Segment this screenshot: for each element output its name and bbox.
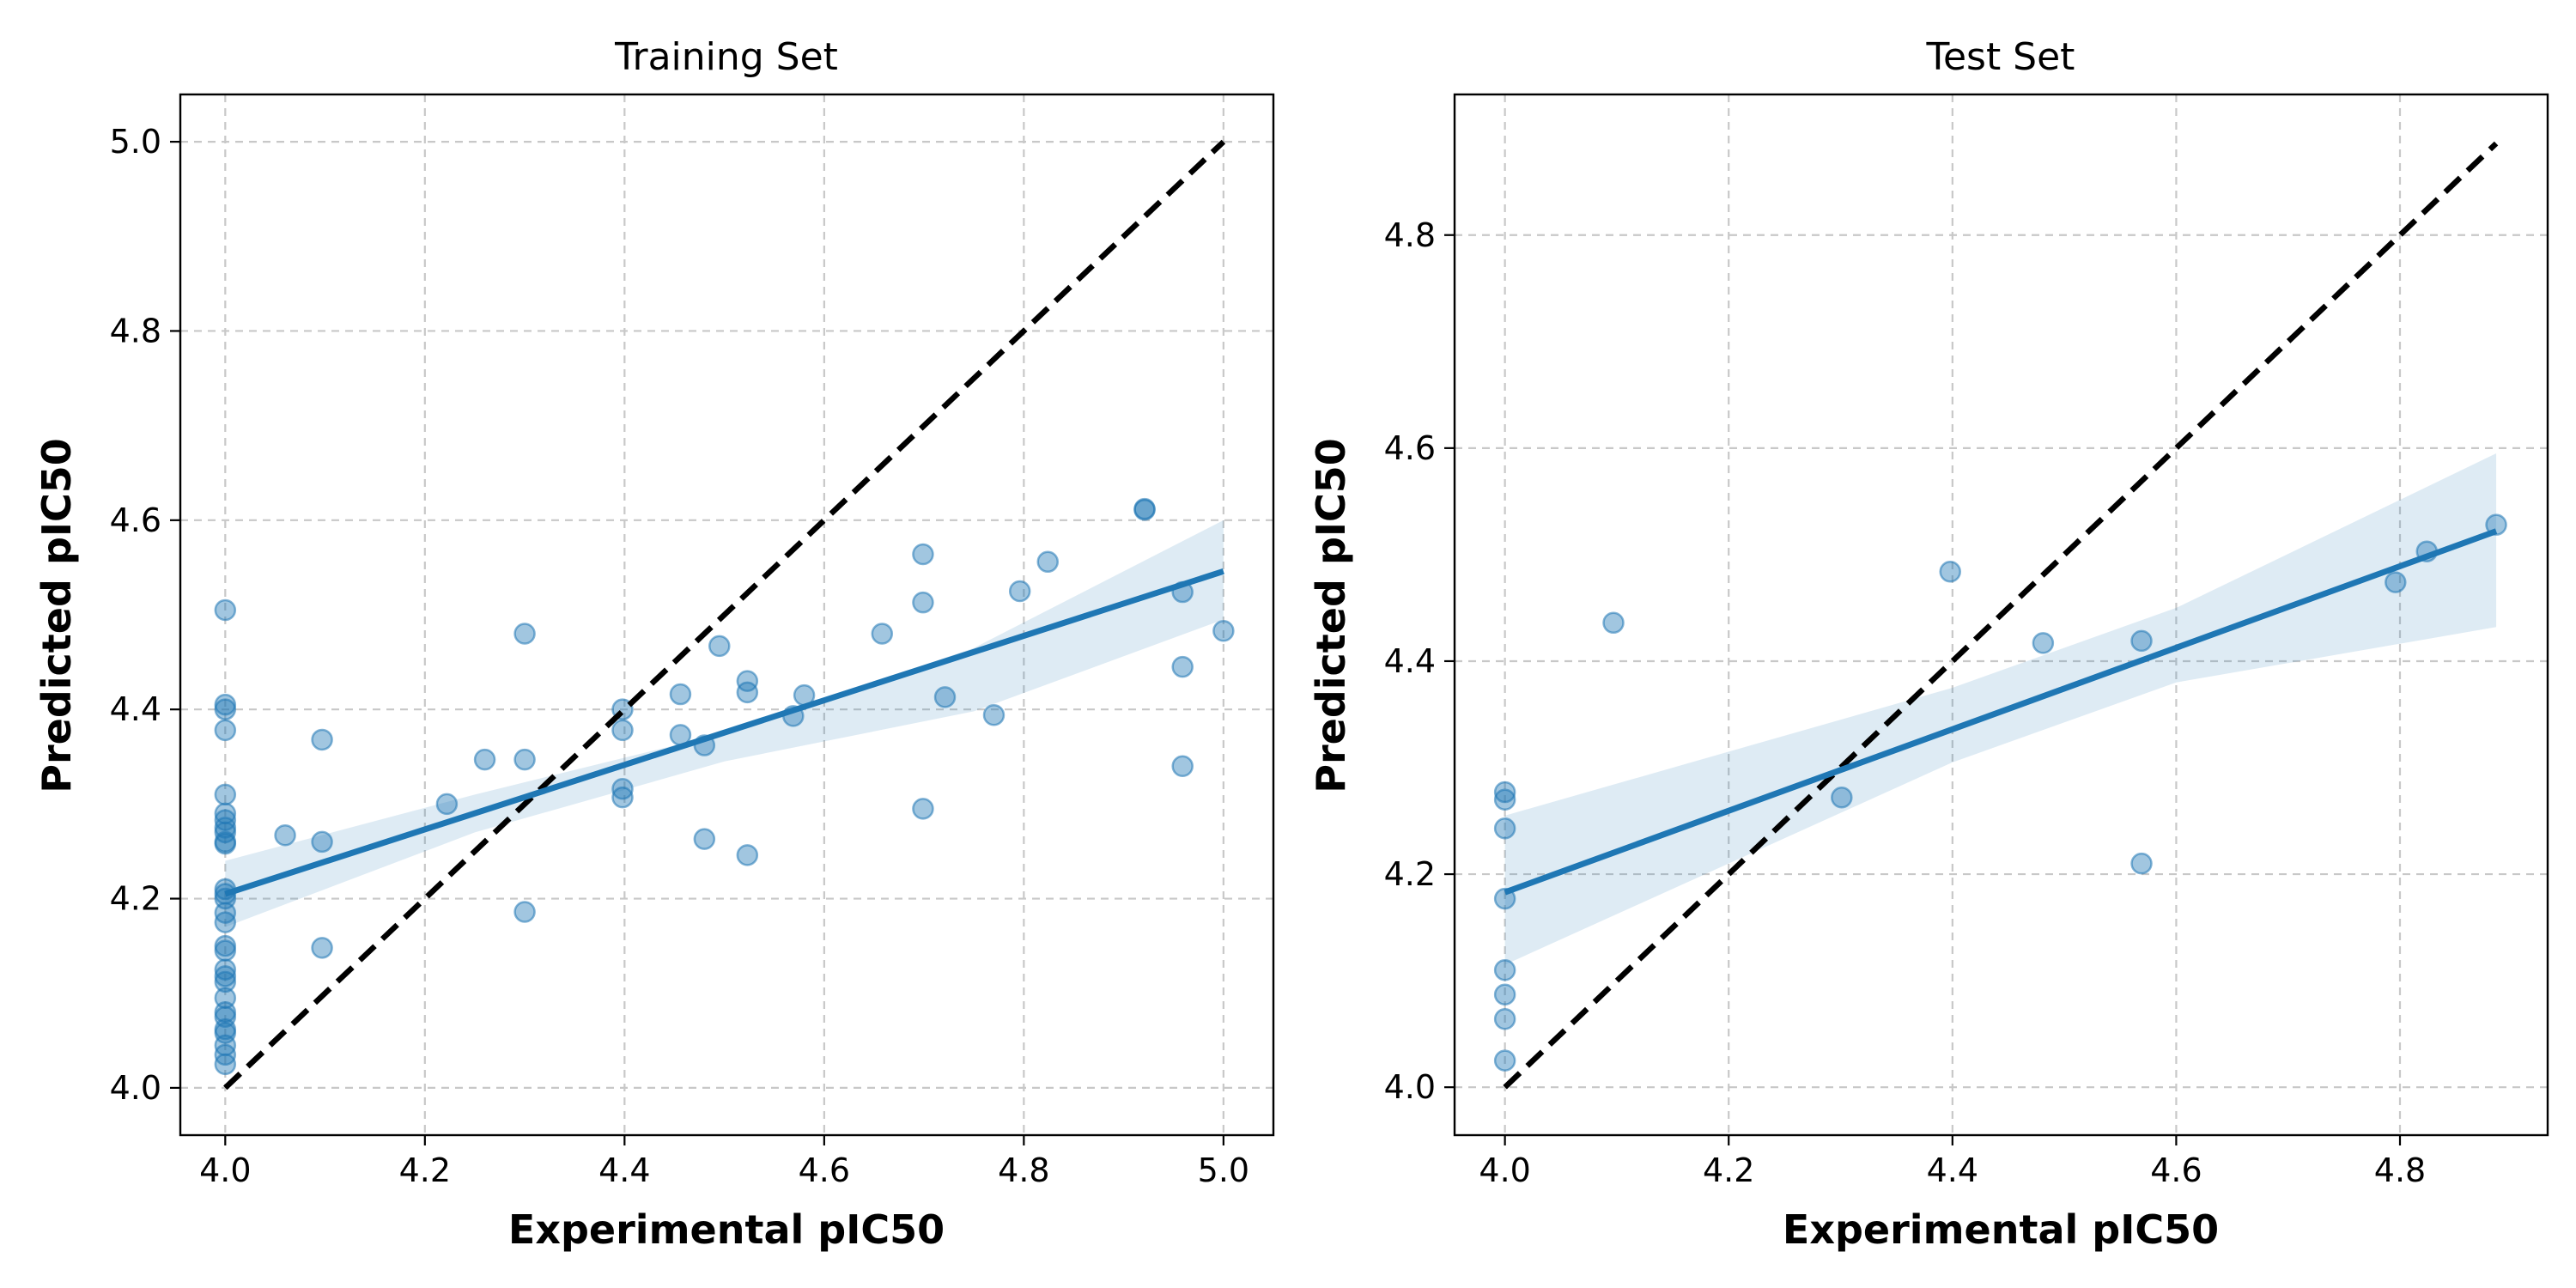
training-data-point — [912, 543, 934, 566]
training-data-point — [214, 698, 237, 720]
test-data-point — [1602, 611, 1625, 635]
test-data-point — [1493, 983, 1516, 1005]
test-data-point — [1493, 1008, 1516, 1030]
training-data-point — [1212, 619, 1235, 642]
test-data-point — [1493, 788, 1516, 811]
training-data-point — [473, 748, 496, 771]
training-y-tick-label: 4.0 — [110, 1069, 161, 1107]
training-data-point — [1171, 655, 1194, 678]
training-data-point — [611, 719, 634, 742]
training-data-point — [513, 748, 536, 771]
training-data-point — [311, 937, 333, 959]
test-y-tick-label: 4.0 — [1384, 1068, 1436, 1106]
training-data-point — [669, 683, 692, 706]
training-regression-line — [224, 568, 1224, 897]
training-data-point — [982, 704, 1005, 726]
test-x-tick-label: 4.6 — [2150, 1151, 2202, 1189]
training-data-point — [912, 591, 934, 614]
training-data-point — [274, 823, 296, 847]
test-data-point — [2385, 571, 2407, 593]
test-x-tick-label: 4.2 — [1703, 1151, 1754, 1189]
test-axes-frame — [1453, 93, 2549, 1137]
training-y-tick-label: 4.4 — [110, 690, 161, 728]
test-regression-line — [1504, 528, 2498, 896]
training-data-point — [435, 793, 459, 816]
training-x-tick-label: 4.4 — [598, 1151, 650, 1189]
training-x-tick-label: 4.0 — [199, 1151, 251, 1189]
training-data-point — [736, 681, 759, 704]
training-data-point — [214, 939, 237, 962]
training-data-point — [1133, 497, 1156, 520]
training-data-point — [611, 777, 634, 800]
training-x-tick-label: 4.6 — [799, 1151, 850, 1189]
training-data-point — [214, 598, 237, 622]
test-set-panel: Test Set Experimental pIC50 Predicted pI… — [1308, 35, 2549, 1253]
training-data-point — [1036, 550, 1060, 574]
test-y-tick-label: 4.2 — [1384, 855, 1436, 893]
training-plot-area — [180, 94, 1273, 1135]
test-data-point — [1493, 1049, 1516, 1072]
training-data-point — [1008, 580, 1031, 603]
training-data-point — [736, 670, 759, 692]
test-data-point — [1831, 787, 1853, 809]
test-y-tick-label: 4.4 — [1384, 642, 1436, 680]
training-data-point — [912, 798, 934, 820]
training-y-axis-label: Predicted pIC50 — [33, 438, 80, 793]
training-data-point — [214, 911, 237, 933]
test-plot-area — [1455, 94, 2548, 1135]
training-y-tick-label: 4.2 — [110, 880, 161, 918]
training-data-point — [311, 728, 333, 751]
training-x-axis-label: Experimental pIC50 — [508, 1206, 945, 1253]
test-data-point — [1493, 817, 1516, 840]
training-data-point — [708, 635, 731, 658]
training-y-tick-label: 5.0 — [110, 123, 161, 161]
training-x-tick-label: 4.8 — [998, 1151, 1049, 1189]
test-x-tick-label: 4.8 — [2374, 1151, 2426, 1189]
test-y-tick-label: 4.6 — [1384, 429, 1436, 467]
training-data-point — [736, 844, 759, 866]
training-data-point — [214, 965, 237, 987]
training-axes-frame — [179, 93, 1275, 1137]
training-confidence-band — [225, 519, 1224, 927]
test-data-point — [1493, 887, 1516, 910]
test-y-tick-label: 4.8 — [1384, 216, 1436, 254]
test-x-tick-label: 4.4 — [1927, 1151, 1978, 1189]
training-data-point — [214, 970, 237, 993]
test-y-axis-label: Predicted pIC50 — [1308, 438, 1354, 793]
test-identity-line — [1503, 141, 2499, 1090]
test-x-tick-label: 4.0 — [1479, 1151, 1530, 1189]
training-data-point — [871, 623, 894, 645]
training-data-point — [693, 828, 716, 850]
training-data-point — [214, 1053, 237, 1076]
test-data-point — [1493, 958, 1516, 981]
training-chart-title: Training Set — [614, 35, 838, 79]
training-data-point — [214, 719, 237, 742]
test-data-point — [2032, 632, 2055, 654]
training-data-point — [933, 686, 957, 708]
training-data-point — [214, 783, 237, 806]
test-data-point — [2485, 513, 2507, 536]
test-data-point — [2130, 629, 2153, 653]
test-data-point — [2130, 852, 2153, 875]
training-data-point — [513, 623, 536, 645]
training-data-point — [1171, 755, 1194, 778]
test-data-point — [1939, 561, 1961, 583]
training-identity-line — [223, 139, 1226, 1091]
test-data-point — [1493, 781, 1516, 804]
test-chart-title: Test Set — [1926, 35, 2075, 79]
training-data-point — [611, 786, 634, 809]
test-x-axis-label: Experimental pIC50 — [1783, 1206, 2219, 1253]
training-x-tick-label: 5.0 — [1198, 1151, 1249, 1189]
training-data-point — [513, 901, 536, 923]
training-data-point — [214, 832, 237, 855]
training-set-panel: Training Set Experimental pIC50 Predicte… — [33, 35, 1275, 1253]
training-x-tick-label: 4.2 — [399, 1151, 451, 1189]
training-y-tick-label: 4.6 — [110, 501, 161, 539]
training-y-tick-label: 4.8 — [110, 312, 161, 349]
training-data-point — [311, 830, 333, 854]
